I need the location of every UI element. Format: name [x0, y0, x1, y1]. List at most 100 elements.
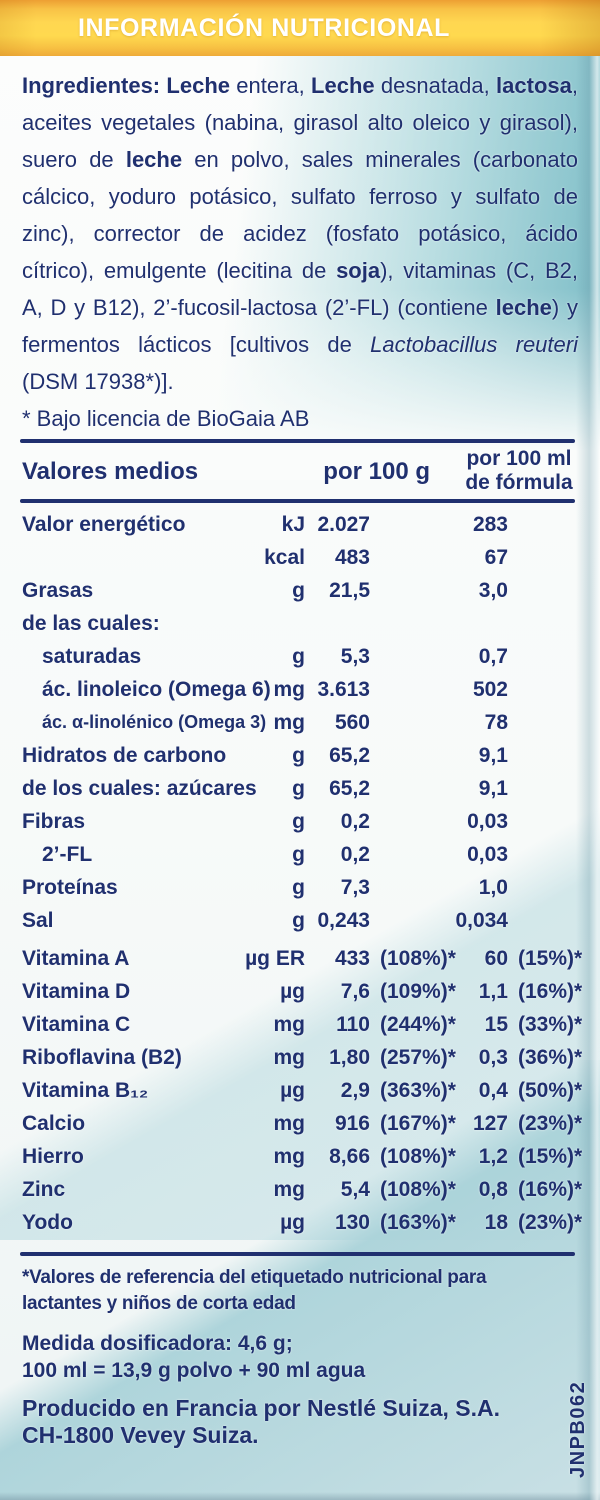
row-label: Sal — [22, 909, 54, 932]
row-value-per-100g: 7,6 — [340, 980, 370, 1003]
table-row: 2’-FL g 0,2 0,03 — [22, 838, 578, 871]
producer-address: Producido en Francia por Nestlé Suiza, S… — [22, 1395, 500, 1448]
row-unit: g — [292, 843, 305, 866]
table-row: Proteínas g 7,3 1,0 — [22, 871, 578, 904]
row-label: Vitamina B₁₂ — [22, 1079, 149, 1102]
ingredient-segment: ), vitaminas (C, B2, A, D y B12), 2’-fuc… — [22, 258, 578, 320]
row-percent-per-100g: (167%)* — [380, 1112, 456, 1135]
row-value-per-100ml: 3,0 — [478, 579, 508, 602]
table-row: ác. linoleico (Omega 6) mg 3.613 502 — [22, 673, 578, 706]
row-percent-per-100g: (363%)* — [380, 1079, 456, 1102]
row-label: Riboflavina (B2) — [22, 1046, 182, 1069]
table-row: kcal 483 67 — [22, 541, 578, 574]
table-row: Sal g 0,243 0,034 — [22, 904, 578, 937]
row-value-per-100g: 2.027 — [317, 513, 370, 536]
side-print-code: JNPB062 — [567, 1380, 589, 1478]
row-percent-per-100g: (108%)* — [380, 947, 456, 970]
row-label: Calcio — [22, 1112, 86, 1135]
row-unit: mg — [273, 678, 306, 701]
row-unit: mg — [273, 1046, 306, 1069]
row-label: Vitamina D — [22, 980, 131, 1003]
reference-note: *Valores de referencia del etiquetado nu… — [22, 1267, 487, 1314]
row-value-per-100ml: 0,8 — [478, 1178, 508, 1201]
row-label: Vitamina C — [22, 1013, 131, 1036]
row-value-per-100g: 560 — [334, 711, 370, 734]
row-value-per-100g: 65,2 — [329, 744, 370, 767]
row-value-per-100g: 8,66 — [329, 1145, 370, 1168]
row-unit: mg — [273, 1013, 306, 1036]
row-label: Grasas — [22, 579, 94, 602]
row-percent-per-100ml: (36%)* — [518, 1046, 583, 1069]
row-label: Zinc — [22, 1178, 66, 1201]
column-header-per-100ml: por 100 ml de fórmula — [465, 447, 573, 494]
row-value-per-100ml: 15 — [484, 1013, 508, 1036]
scoop-note: Medida dosificadora: 4,6 g; — [22, 1332, 293, 1355]
row-value-per-100ml: 60 — [484, 947, 508, 970]
ingredient-segment: Leche — [166, 73, 230, 98]
column-header-per-100g: por 100 g — [323, 458, 430, 485]
table-row: Fibras g 0,2 0,03 — [22, 805, 578, 838]
row-value-per-100ml: 1,2 — [478, 1145, 508, 1168]
row-value-per-100ml: 9,1 — [478, 744, 508, 767]
row-label: Vitamina A — [22, 947, 130, 970]
ingredient-segment: ) y fermentos lácticos [cultivos de — [22, 295, 578, 357]
row-label: ác. linoleico (Omega 6) — [42, 678, 271, 701]
row-value-per-100ml: 0,03 — [467, 810, 508, 833]
row-unit: µg — [280, 1079, 305, 1102]
row-percent-per-100ml: (16%)* — [518, 980, 583, 1003]
row-label: Proteínas — [22, 876, 118, 899]
row-unit: g — [292, 810, 305, 833]
table-row: Vitamina D µg 7,6 (109%)* 1,1 (16%)* — [22, 975, 582, 1008]
row-value-per-100g: 5,3 — [340, 645, 370, 668]
nutrition-table-header: Valores medios por 100 g por 100 ml de fó… — [22, 443, 575, 499]
ingredient-segment: lactosa — [496, 73, 572, 98]
row-unit: g — [292, 744, 305, 767]
row-value-per-100g: 3.613 — [317, 678, 370, 701]
row-percent-per-100ml: (50%)* — [518, 1079, 583, 1102]
row-label: Yodo — [22, 1211, 73, 1234]
row-value-per-100g: 65,2 — [329, 777, 370, 800]
row-value-per-100ml: 0,4 — [478, 1079, 508, 1102]
row-value-per-100g: 130 — [334, 1211, 370, 1234]
row-unit: g — [292, 909, 305, 932]
row-value-per-100ml: 1,1 — [478, 980, 508, 1003]
row-percent-per-100g: (244%)* — [380, 1013, 456, 1036]
row-value-per-100ml: 78 — [484, 711, 508, 734]
mix-ratio-note: 100 ml = 13,9 g polvo + 90 ml agua — [22, 1359, 366, 1382]
table-row: Vitamina C mg 110 (244%)* 15 (33%)* — [22, 1008, 582, 1041]
row-value-per-100ml: 67 — [484, 546, 508, 569]
row-value-per-100ml: 127 — [472, 1112, 508, 1135]
table-row: Vitamina B₁₂ µg 2,9 (363%)* 0,4 (50%)* — [22, 1074, 582, 1107]
row-label: de las cuales: — [22, 612, 160, 635]
row-unit: g — [292, 777, 305, 800]
ingredient-segment: entera, — [230, 73, 312, 98]
table-row: saturadas g 5,3 0,7 — [22, 640, 578, 673]
row-percent-per-100ml: (33%)* — [518, 1013, 583, 1036]
column-header-values: Valores medios — [22, 458, 199, 485]
license-note: * Bajo licencia de BioGaia AB — [22, 406, 310, 431]
divider-bottom — [20, 1252, 575, 1256]
nutrition-table-body: Valor energético kJ 2.027 283 kcal 483 6… — [22, 508, 582, 1239]
ingredients-paragraph: Ingredientes: Leche entera, Leche desnat… — [0, 56, 600, 400]
ingredient-segment: Ingredientes: — [22, 73, 167, 98]
ingredient-segment: soja — [336, 258, 381, 283]
row-percent-per-100ml: (23%)* — [518, 1112, 583, 1135]
row-label: Valor energético — [22, 513, 186, 536]
row-value-per-100ml: 0,3 — [478, 1046, 508, 1069]
row-value-per-100ml: 9,1 — [478, 777, 508, 800]
row-percent-per-100ml: (16%)* — [518, 1178, 583, 1201]
row-unit: mg — [273, 1178, 306, 1201]
row-label: de los cuales: azúcares — [22, 777, 257, 800]
row-value-per-100g: 0,243 — [317, 909, 370, 932]
row-value-per-100g: 5,4 — [340, 1178, 370, 1201]
table-row: Hidratos de carbono g 65,2 9,1 — [22, 739, 578, 772]
row-value-per-100g: 483 — [334, 546, 370, 569]
row-value-per-100g: 916 — [334, 1112, 370, 1135]
row-unit: mg — [273, 711, 306, 734]
table-row: de las cuales: — [22, 607, 578, 640]
row-value-per-100g: 1,80 — [329, 1046, 370, 1069]
table-row: Yodo µg 130 (163%)* 18 (23%)* — [22, 1206, 582, 1239]
row-percent-per-100g: (108%)* — [380, 1178, 456, 1201]
row-value-per-100g: 7,3 — [340, 876, 370, 899]
table-row: ác. α-linolénico (Omega 3) mg 560 78 — [22, 706, 578, 739]
